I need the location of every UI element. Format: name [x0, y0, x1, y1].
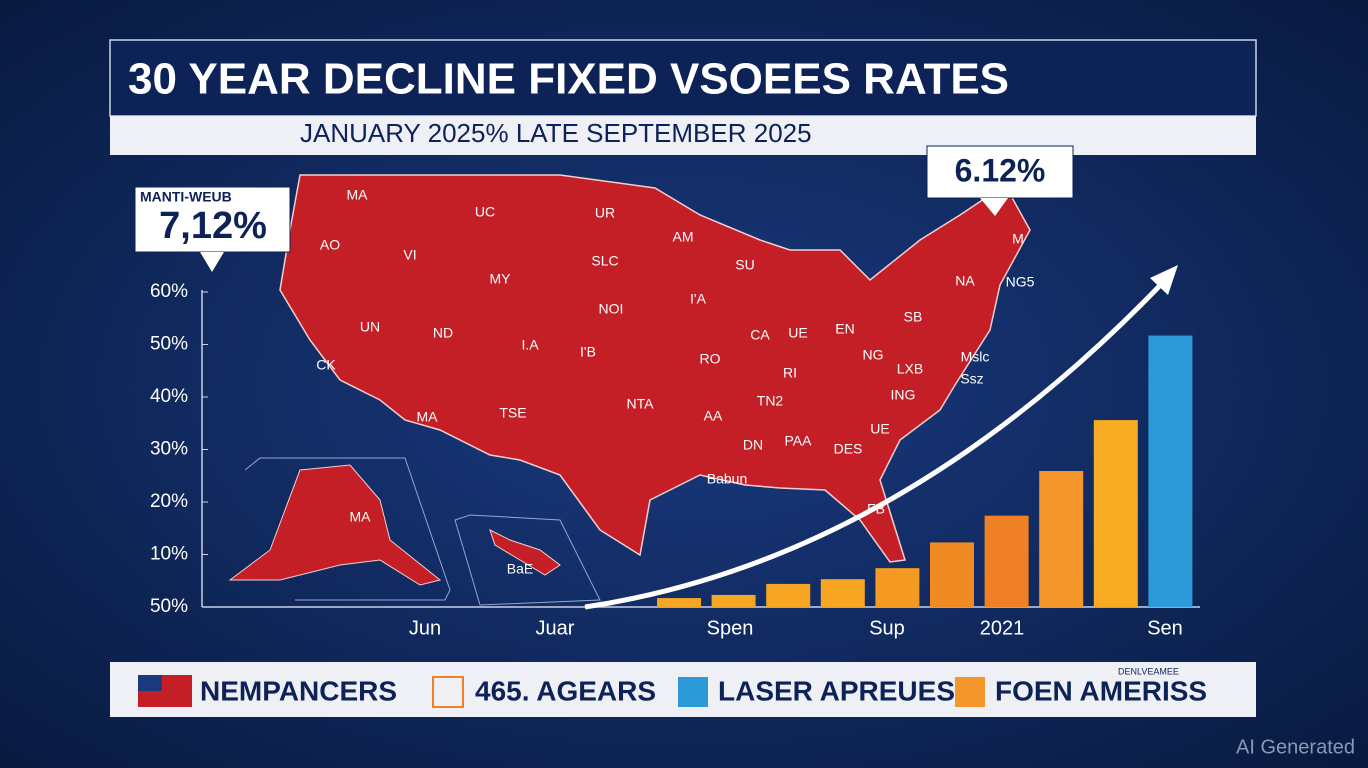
map-label: ING: [891, 387, 916, 403]
x-tick-label: Sen: [1147, 617, 1183, 639]
callout-pointer: [200, 252, 224, 272]
flag-canton: [138, 675, 162, 691]
map-label: Ssz: [960, 371, 983, 387]
inset-frame: [244, 457, 451, 601]
x-tick-label: 2021: [980, 617, 1025, 639]
map-label: MA: [350, 509, 372, 525]
bar: [984, 515, 1029, 607]
alaska: [228, 464, 442, 586]
map-label: BaE: [507, 561, 533, 577]
arrow-head: [1150, 265, 1178, 295]
map-label: LXB: [897, 361, 923, 377]
bar: [657, 598, 701, 607]
y-tick-label: 20%: [150, 491, 188, 512]
title-bar: [109, 39, 1257, 117]
map-label: AO: [320, 237, 340, 253]
map-label: NG: [863, 347, 884, 363]
map-label: SLC: [591, 253, 618, 269]
map-label: VI: [403, 247, 416, 263]
legend-label: FOEN AMERISS: [995, 675, 1207, 706]
map-label: CA: [750, 327, 770, 343]
chart-title: 30 YEAR DECLINE FIXED VSOEES RATES: [128, 55, 1009, 104]
x-tick-label: Sup: [869, 617, 905, 639]
map-label: AM: [673, 229, 694, 245]
map-label: DN: [743, 437, 763, 453]
bar: [766, 583, 811, 607]
legend-label: 465. AGEARS: [475, 675, 656, 706]
legend-label: NEMPANCERS: [200, 675, 397, 706]
map-label: DES: [834, 441, 863, 457]
map-label: UC: [475, 204, 495, 220]
map-label: UN: [360, 319, 380, 335]
y-tick-label: 40%: [150, 386, 188, 407]
map-label: NTA: [627, 396, 655, 412]
y-tick-label: 30%: [150, 439, 188, 460]
chart-subtitle: JANUARY 2025% LATE SEPTEMBER 2025: [300, 118, 812, 148]
bar: [875, 568, 920, 607]
map-label: CK: [316, 357, 336, 373]
map-label: RO: [700, 351, 721, 367]
callout-label: MANTI-WEUB: [140, 189, 232, 205]
map-label: UR: [595, 205, 615, 221]
trend-arrow: [584, 273, 1172, 610]
legend-label: LASER APREUES: [718, 675, 955, 706]
map-label: Babun: [707, 471, 747, 487]
inset-frame: [454, 514, 601, 606]
bar: [711, 594, 756, 607]
bar: [930, 542, 974, 607]
legend-icon: [432, 676, 464, 708]
bar: [1093, 420, 1138, 607]
map-label: SB: [904, 309, 923, 325]
map-label: I'B: [580, 344, 596, 360]
bar: [1039, 471, 1084, 607]
y-tick-label: 10%: [150, 544, 188, 565]
legend-swatch: [678, 677, 708, 707]
y-tick-label: 50%: [150, 596, 188, 617]
legend-swatch: [955, 677, 985, 707]
bar: [820, 579, 865, 607]
map-label: MY: [490, 271, 512, 287]
map-label: TSE: [499, 405, 526, 421]
callout-pointer: [980, 198, 1008, 216]
y-tick-label: 60%: [150, 281, 188, 302]
map-label: MA: [347, 187, 369, 203]
map-label: RI: [783, 365, 797, 381]
callout-value: 6.12%: [955, 152, 1046, 188]
map-label: SU: [735, 257, 754, 273]
map-label: I.A: [521, 337, 539, 353]
hawaii: [489, 529, 561, 576]
map-label: MA: [417, 409, 439, 425]
map-label: ND: [433, 325, 453, 341]
map-label: PAA: [785, 433, 813, 449]
watermark: AI Generated: [1236, 736, 1355, 758]
map-label: UE: [870, 421, 889, 437]
y-tick-label: 50%: [150, 334, 188, 355]
x-tick-label: Spen: [707, 617, 754, 639]
map-label: M: [1012, 231, 1024, 247]
map-label: FB: [867, 501, 885, 517]
map-label: TN2: [757, 393, 784, 409]
map-label: I'A: [690, 291, 707, 307]
x-tick-label: Juar: [536, 617, 575, 639]
map-label: NOI: [599, 301, 624, 317]
legend-note: DENLVEAMEE: [1118, 666, 1179, 676]
map-label: Mslc: [961, 349, 990, 365]
map-label: UE: [788, 325, 807, 341]
map-label: NG5: [1006, 274, 1035, 290]
map-label: EN: [835, 321, 854, 337]
callout-value: 7,12%: [159, 205, 267, 247]
map-label: AA: [704, 408, 723, 424]
x-tick-label: Jun: [409, 617, 441, 639]
us-map: [279, 174, 1031, 563]
bar: [1148, 335, 1193, 607]
map-label: NA: [955, 273, 975, 289]
